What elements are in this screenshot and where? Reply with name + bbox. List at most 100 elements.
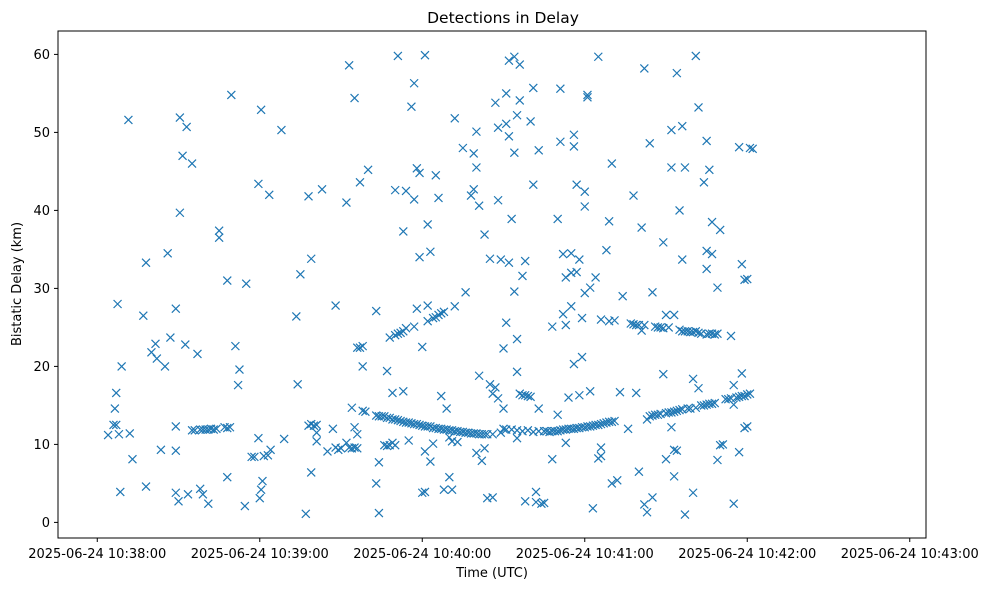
data-point <box>480 443 489 453</box>
data-point <box>450 301 460 311</box>
data-point <box>350 443 359 452</box>
data-point <box>683 404 693 413</box>
data-point <box>639 500 649 509</box>
data-point <box>691 51 701 61</box>
data-point <box>312 428 322 438</box>
data-point <box>512 110 522 120</box>
data-point <box>256 485 266 495</box>
data-point <box>496 428 506 438</box>
data-point <box>409 195 419 204</box>
data-point <box>420 50 430 60</box>
data-point <box>577 352 587 362</box>
data-point <box>442 404 452 413</box>
data-point <box>423 316 433 326</box>
data-point <box>263 450 273 460</box>
data-point <box>363 165 373 175</box>
data-point <box>111 420 121 430</box>
data-point <box>572 180 582 190</box>
data-point <box>377 411 387 421</box>
data-point <box>499 424 508 434</box>
data-point <box>526 117 536 126</box>
y-tick-label: 40 <box>33 204 50 219</box>
data-point <box>347 403 357 413</box>
data-point <box>358 406 368 416</box>
data-point <box>672 406 682 416</box>
data-point <box>558 309 568 319</box>
x-tick-label: 2025-06-24 10:43:00 <box>841 547 979 562</box>
data-point <box>599 418 609 428</box>
data-point <box>264 190 274 200</box>
data-point <box>702 264 712 274</box>
data-point <box>409 78 419 88</box>
data-points <box>103 50 758 520</box>
data-point <box>531 487 541 497</box>
data-point <box>382 366 392 376</box>
data-point <box>156 445 166 455</box>
data-point <box>436 391 446 401</box>
data-point <box>374 457 384 467</box>
data-point <box>480 230 489 240</box>
x-tick-label: 2025-06-24 10:40:00 <box>353 547 491 562</box>
data-point <box>596 419 606 429</box>
data-point <box>396 416 406 426</box>
data-point <box>193 349 202 359</box>
data-point <box>110 404 120 413</box>
data-point <box>669 471 679 481</box>
data-point <box>249 452 259 462</box>
data-point <box>114 429 124 439</box>
data-point <box>675 325 684 335</box>
data-point <box>103 430 113 440</box>
data-point <box>661 454 671 464</box>
data-point <box>382 413 392 423</box>
data-point <box>504 131 514 141</box>
data-point <box>537 499 546 509</box>
data-point <box>306 254 316 264</box>
data-point <box>222 423 232 433</box>
data-point <box>425 247 435 257</box>
data-point <box>328 424 338 434</box>
data-point <box>117 361 127 371</box>
data-point <box>279 434 289 444</box>
data-point <box>615 387 625 397</box>
data-point <box>171 446 181 456</box>
data-point <box>113 299 123 309</box>
data-point <box>515 60 525 69</box>
data-point <box>444 472 454 482</box>
data-point <box>593 420 603 430</box>
data-point <box>666 407 676 417</box>
data-point <box>742 422 752 431</box>
data-point <box>637 223 647 232</box>
data-point <box>472 127 481 137</box>
data-point <box>472 163 481 172</box>
data-point <box>629 191 638 201</box>
data-point <box>350 422 359 432</box>
data-point <box>425 457 435 466</box>
x-axis-label: Time (UTC) <box>455 566 528 581</box>
data-point <box>666 163 676 172</box>
data-point <box>507 214 517 224</box>
data-point <box>266 445 276 455</box>
data-point <box>469 149 479 158</box>
data-point <box>431 170 441 180</box>
data-point <box>509 287 519 296</box>
data-point <box>412 304 422 314</box>
data-point <box>480 429 489 439</box>
data-point <box>171 304 181 314</box>
data-point <box>553 410 563 420</box>
data-point <box>729 499 739 509</box>
data-point <box>564 393 573 403</box>
data-point <box>539 498 549 508</box>
data-point <box>672 446 682 456</box>
data-point <box>360 407 370 417</box>
data-point <box>472 448 481 458</box>
data-point <box>734 447 744 457</box>
data-point <box>713 329 722 339</box>
data-point <box>355 177 365 187</box>
data-point <box>526 392 536 402</box>
data-point <box>520 496 530 506</box>
data-point <box>171 422 181 431</box>
data-point <box>688 488 698 498</box>
x-tick-label: 2025-06-24 10:38:00 <box>28 547 166 562</box>
data-point <box>585 422 595 431</box>
